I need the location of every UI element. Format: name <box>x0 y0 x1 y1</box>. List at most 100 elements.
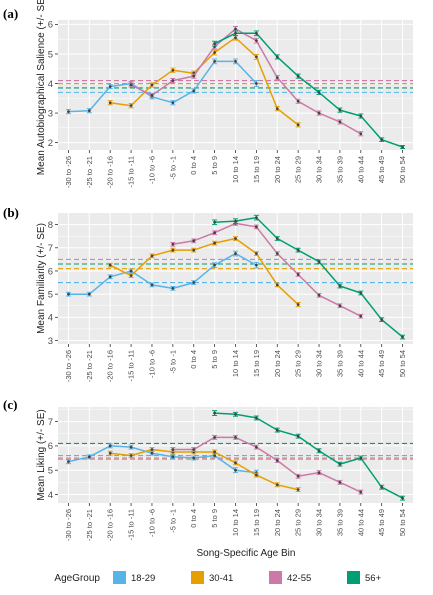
data-point <box>108 263 112 267</box>
data-point <box>213 454 217 458</box>
data-point <box>171 68 175 72</box>
data-point <box>254 445 258 449</box>
series-42-55 <box>170 434 364 495</box>
data-point <box>359 456 363 460</box>
data-point <box>317 260 321 264</box>
data-point <box>317 471 321 475</box>
data-point <box>67 292 70 296</box>
legend-label: 56+ <box>365 573 382 584</box>
data-point <box>338 120 342 124</box>
x-tick-label: 50 to 54 <box>398 350 407 377</box>
data-point <box>296 474 300 478</box>
x-axis-label: Song-Specific Age Bin <box>197 548 296 559</box>
data-point <box>171 242 175 246</box>
legend: AgeGroup 18-29 30-41 42-55 56+ <box>54 571 382 584</box>
data-point <box>150 451 154 455</box>
data-point <box>296 99 300 103</box>
series-56+ <box>212 214 406 340</box>
legend-label: 42-55 <box>287 573 311 584</box>
x-tick-label: -10 to -6 <box>147 509 156 537</box>
data-point <box>171 248 175 252</box>
data-point <box>338 304 342 308</box>
series-line <box>68 252 257 295</box>
x-tick-label: 25 to 29 <box>294 350 303 377</box>
y-tick-label: 6 <box>48 441 53 452</box>
chart-panel-2: 3 4 5 6 7 8 -30 to -26 -25 to -21 -20 to -16 -15 … <box>3 205 413 382</box>
data-point <box>317 90 321 94</box>
data-point <box>275 459 279 462</box>
x-tick-label: 10 to 14 <box>231 509 240 536</box>
data-point <box>380 485 384 489</box>
series-line <box>110 36 299 126</box>
data-point <box>171 455 175 459</box>
x-tick-label: 50 to 54 <box>398 156 407 183</box>
x-tick-label: 30 to 34 <box>315 509 324 536</box>
x-tick-label: 25 to 29 <box>294 509 303 536</box>
y-tick-label: 6 <box>48 20 53 31</box>
y-tick-label: 3 <box>48 108 53 119</box>
data-point <box>213 59 217 63</box>
series-line <box>172 436 362 493</box>
data-point <box>275 483 279 487</box>
data-point <box>213 51 217 54</box>
series-56+ <box>212 410 406 501</box>
data-point <box>108 451 112 455</box>
data-point <box>317 293 321 297</box>
data-point <box>275 55 279 59</box>
x-tick-label: -5 to -1 <box>168 350 177 374</box>
series-42-55 <box>170 221 364 319</box>
x-tick-label: 20 to 24 <box>273 509 282 536</box>
data-point <box>129 269 133 273</box>
data-point <box>213 220 217 224</box>
x-tick-label: -15 to -11 <box>127 509 136 541</box>
x-tick-label: 0 to 4 <box>189 509 198 528</box>
chart-panel-3: 4 5 6 7 -30 to -26 -25 to -21 -20 to -16 -15 to… <box>3 397 413 541</box>
panel-letter: (c) <box>3 397 17 412</box>
data-point <box>213 42 217 46</box>
data-point <box>234 412 237 416</box>
data-point <box>171 79 175 82</box>
series-line <box>68 445 257 474</box>
series-18-29 <box>65 250 259 297</box>
panel-letter: (a) <box>3 6 18 21</box>
data-point <box>338 462 342 466</box>
data-point <box>359 490 363 494</box>
x-tick-label: 5 to 9 <box>210 350 219 369</box>
data-point <box>108 85 112 88</box>
data-point <box>254 252 258 255</box>
data-point <box>380 318 384 322</box>
x-tick-label: -10 to -6 <box>147 350 156 378</box>
y-tick-label: 5 <box>48 49 53 60</box>
data-point <box>213 241 217 245</box>
data-point <box>296 123 300 127</box>
data-point <box>150 93 154 97</box>
x-tick-label: -15 to -11 <box>127 350 136 382</box>
x-tick-label: 20 to 24 <box>273 350 282 377</box>
data-point <box>150 448 154 451</box>
data-point <box>296 273 300 276</box>
data-point <box>401 496 404 500</box>
data-point <box>234 435 237 439</box>
series-line <box>110 448 299 491</box>
data-point <box>380 138 384 142</box>
data-point <box>67 110 70 113</box>
data-point <box>108 275 112 279</box>
data-point <box>401 335 404 339</box>
data-point <box>213 450 217 454</box>
data-point <box>254 225 258 229</box>
series-42-55 <box>128 26 364 137</box>
x-tick-label: -30 to -26 <box>64 156 73 188</box>
data-point <box>108 101 112 105</box>
x-tick-label: -20 to -16 <box>106 350 115 382</box>
x-tick-label: -15 to -11 <box>127 156 136 188</box>
data-point <box>192 456 196 460</box>
data-point <box>296 303 300 306</box>
data-point <box>359 132 363 136</box>
x-tick-label: 50 to 54 <box>398 509 407 536</box>
legend-item-18-29: 18-29 <box>113 571 155 584</box>
data-point <box>192 281 196 284</box>
data-point <box>254 31 258 35</box>
legend-swatch <box>113 571 126 584</box>
x-tick-label: 5 to 9 <box>210 509 219 528</box>
